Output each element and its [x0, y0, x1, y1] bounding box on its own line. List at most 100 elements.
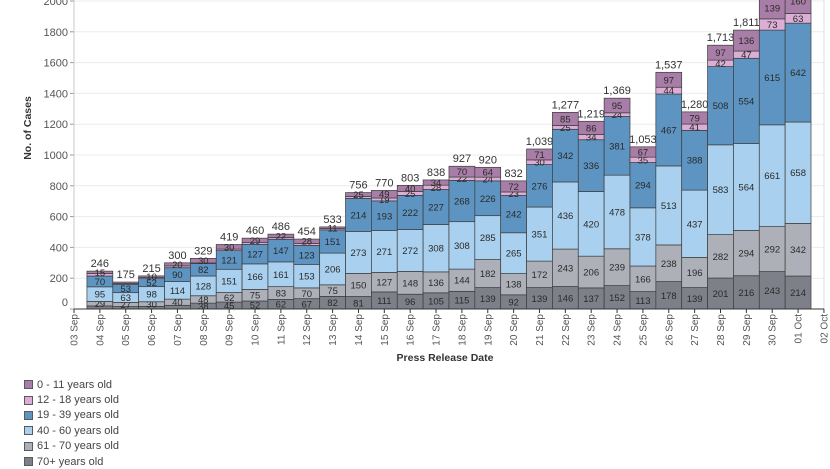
bars: 2995701524627635317530985210215401149020… — [87, 0, 811, 313]
segment-value-label: 226 — [480, 194, 496, 205]
x-tick-label: 04 Sep — [95, 314, 106, 346]
x-tick-label: 29 Sep — [742, 314, 753, 346]
segment-value-label: 268 — [454, 197, 470, 208]
x-tick-label: 03 Sep — [70, 314, 81, 346]
segment-value-label: 62 — [224, 293, 235, 304]
x-tick-label: 27 Sep — [690, 314, 701, 346]
segment-value-label: 144 — [454, 276, 470, 287]
legend-item-40-60[interactable]: 40 - 60 years old — [24, 423, 119, 438]
total-label: 533 — [323, 214, 341, 226]
x-tick-label: 30 Sep — [768, 314, 779, 346]
segment-value-label: 113 — [635, 296, 650, 307]
segment-value-label: 67 — [638, 147, 649, 158]
segment-value-label: 272 — [402, 246, 418, 257]
legend-swatch — [24, 380, 33, 389]
total-label: 1,280 — [681, 99, 709, 111]
segment-value-label: 86 — [586, 123, 597, 134]
segment-value-label: 151 — [325, 237, 341, 248]
segment-value-label: 72 — [508, 182, 519, 193]
segment-value-label: 73 — [767, 20, 778, 31]
x-tick-label: 19 Sep — [483, 314, 494, 346]
legend-swatch — [24, 411, 33, 420]
segment-value-label: 40 — [405, 184, 416, 195]
legend-label: 70+ years old — [37, 456, 103, 468]
segment-value-label: 273 — [351, 248, 367, 259]
total-label: 832 — [504, 168, 522, 180]
segment-value-label: 97 — [663, 75, 674, 86]
segment-value-label: 196 — [687, 268, 703, 279]
segment-value-label: 98 — [146, 290, 157, 301]
segment-value-label: 123 — [299, 250, 315, 261]
segment-value-label: 71 — [534, 150, 545, 161]
segment-value-label: 243 — [557, 263, 573, 274]
bar-segment[interactable] — [113, 282, 139, 283]
y-tick-label: 1400 — [44, 88, 68, 100]
legend-item-0-11[interactable]: 0 - 11 years old — [24, 377, 119, 392]
segment-value-label: 48 — [198, 295, 209, 306]
segment-value-label: 161 — [273, 270, 289, 281]
legend-label: 40 - 60 years old — [37, 425, 119, 437]
total-label: 756 — [349, 180, 367, 192]
segment-value-label: 70 — [457, 167, 468, 178]
segment-value-label: 265 — [506, 249, 522, 260]
segment-value-label: 216 — [738, 288, 754, 299]
legend-item-12-18[interactable]: 12 - 18 years old — [24, 392, 119, 407]
segment-value-label: 658 — [790, 168, 806, 179]
segment-value-label: 92 — [508, 297, 519, 308]
y-tick-label: 400 — [50, 242, 68, 254]
segment-value-label: 139 — [764, 4, 780, 15]
x-tick-label: 11 Sep — [276, 314, 287, 345]
segment-value-label: 420 — [583, 219, 599, 230]
y-tick-label: 2000 — [44, 0, 68, 8]
x-tick-label: 02 Oct — [819, 314, 830, 344]
legend-label: 12 - 18 years old — [37, 394, 119, 406]
x-tick-label: 09 Sep — [225, 314, 236, 346]
legend-item-70-plus[interactable]: 70+ years old — [24, 454, 119, 469]
legend-item-19-39[interactable]: 19 - 39 years old — [24, 408, 119, 423]
segment-value-label: 82 — [327, 298, 338, 309]
legend-swatch — [24, 442, 33, 451]
x-tick-label: 21 Sep — [535, 314, 546, 346]
x-tick-label: 24 Sep — [613, 314, 624, 346]
legend-label: 61 - 70 years old — [37, 440, 119, 452]
segment-value-label: 285 — [480, 233, 496, 244]
segment-value-label: 121 — [221, 255, 237, 266]
segment-value-label: 554 — [738, 96, 754, 107]
legend-item-61-70[interactable]: 61 - 70 years old — [24, 439, 119, 454]
x-tick-label: 16 Sep — [406, 314, 417, 346]
total-label: 1,811 — [733, 17, 760, 29]
segment-value-label: 115 — [454, 296, 469, 307]
segment-value-label: 642 — [790, 68, 806, 79]
segment-value-label: 239 — [609, 263, 625, 274]
segment-value-label: 128 — [195, 281, 211, 292]
